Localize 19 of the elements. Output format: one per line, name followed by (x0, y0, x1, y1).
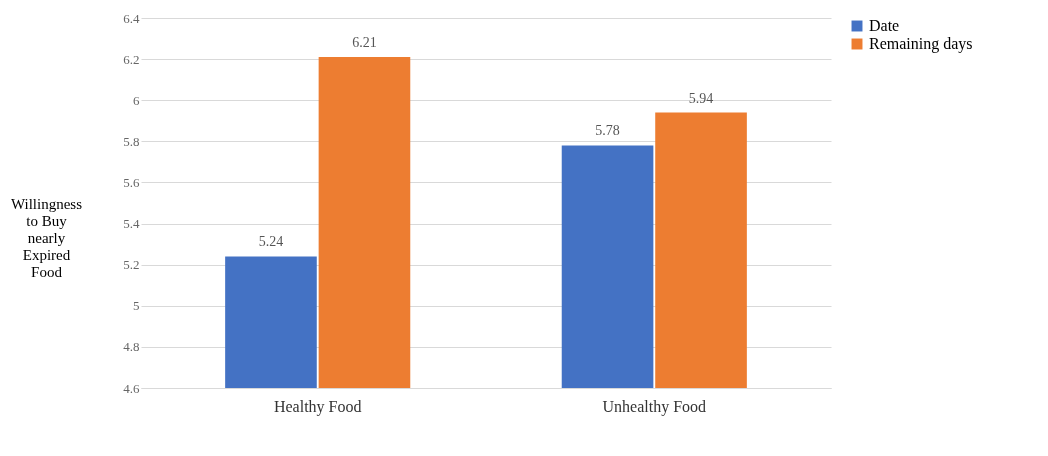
y-tick-label: 5 (133, 298, 140, 314)
x-tick-label: Unhealthy Food (602, 397, 707, 416)
y-tick-label: 5.4 (123, 216, 140, 232)
y-tick-label: 6.4 (123, 10, 140, 26)
legend-label: Date (869, 17, 900, 34)
y-tick-label: 5.8 (123, 133, 140, 149)
y-tick-label: 6.2 (123, 51, 140, 67)
data-label: 6.21 (352, 35, 377, 51)
y-tick-label: 4.6 (123, 380, 140, 396)
y-tick-label: 5.6 (123, 174, 140, 190)
y-tick-label: 6 (133, 92, 140, 108)
y-tick-label: 4.8 (123, 339, 140, 355)
data-label: 5.24 (258, 234, 284, 250)
y-axis-title: Willingness to Buy nearly Expired Food (10, 195, 83, 280)
y-tick-label: 5.2 (123, 257, 140, 273)
x-tick-label: Healthy Food (273, 397, 362, 416)
data-label: 5.94 (688, 90, 714, 106)
data-label: 5.78 (595, 123, 620, 139)
legend-label: Remaining days (869, 35, 973, 53)
